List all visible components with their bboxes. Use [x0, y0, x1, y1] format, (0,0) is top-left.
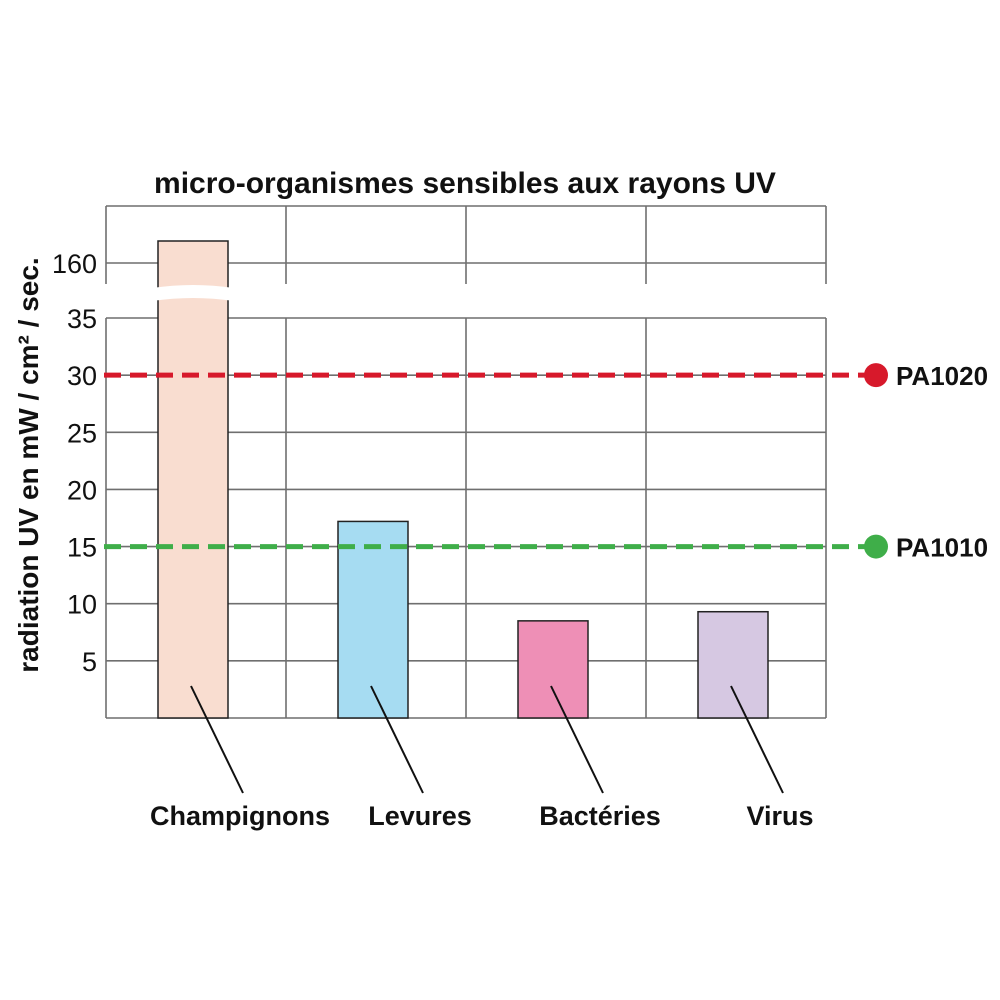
- bar-virus: [697, 610, 769, 719]
- chart-title: micro-organismes sensibles aux rayons UV: [154, 167, 776, 200]
- y-ticks: 5 10 15 20 25 30 35 160: [52, 249, 97, 677]
- category-label-bacteries: Bactéries: [539, 801, 661, 831]
- reference-label-pa1010: PA1010: [896, 533, 988, 563]
- reference-label-pa1020: PA1020: [896, 361, 988, 391]
- y-tick-25: 25: [67, 418, 97, 448]
- y-axis-label: radiation UV en mW / cm² / sec.: [13, 257, 44, 672]
- category-label-champignons: Champignons: [150, 801, 330, 831]
- leader-line-levures: [370, 685, 424, 794]
- category-label-virus: Virus: [746, 801, 813, 831]
- leader-line-bacteries: [550, 685, 604, 794]
- bars: [152, 240, 769, 719]
- category-label-levures: Levures: [368, 801, 472, 831]
- axis-break-gap: [152, 285, 234, 301]
- reference-marker-pa1010: [864, 534, 888, 559]
- bar-levures: [337, 520, 409, 719]
- y-tick-10: 10: [67, 590, 97, 620]
- y-tick-20: 20: [67, 475, 97, 505]
- leader-line-virus: [730, 685, 784, 794]
- y-tick-15: 15: [67, 533, 97, 563]
- bar-champignons: [157, 295, 229, 719]
- y-tick-160: 160: [52, 249, 97, 279]
- bar-bacteries: [517, 620, 589, 719]
- y-tick-35: 35: [67, 304, 97, 334]
- category-labels: Champignons Levures Bactéries Virus: [150, 685, 814, 831]
- y-tick-30: 30: [67, 361, 97, 391]
- reference-marker-pa1020: [864, 363, 888, 388]
- y-tick-5: 5: [82, 647, 97, 677]
- leader-line-champignons: [190, 685, 244, 794]
- reference-lines: PA1020 PA1010: [104, 361, 988, 563]
